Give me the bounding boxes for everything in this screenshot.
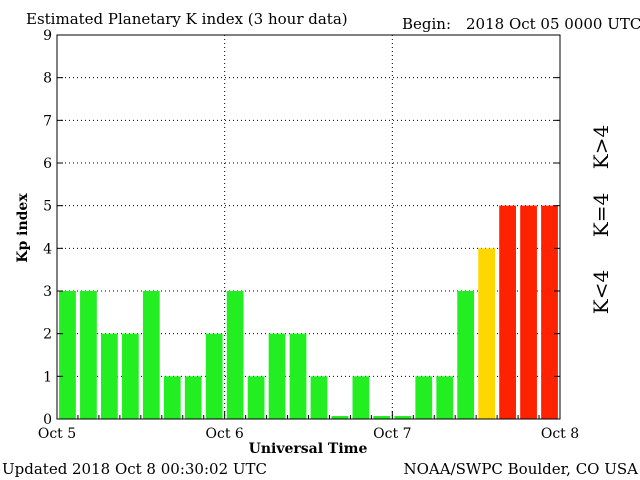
kp-bar [352, 376, 370, 419]
y-tick-label: 4 [43, 241, 52, 257]
legend-k-below-4: K<4 [589, 270, 613, 314]
source-credit: NOAA/SWPC Boulder, CO USA [403, 460, 638, 478]
begin-label: Begin: [402, 15, 451, 33]
y-tick-label: 8 [43, 71, 52, 87]
kp-bar [310, 376, 328, 419]
x-tick-label: Oct 7 [373, 426, 411, 442]
kp-bar [541, 205, 558, 419]
y-tick-label: 6 [43, 156, 52, 172]
kp-bar [520, 205, 537, 419]
kp-bar [373, 416, 391, 419]
x-axis-label: Universal Time [249, 441, 368, 457]
kp-bar [226, 291, 244, 419]
y-tick-label: 5 [43, 199, 52, 215]
y-axis-ticks: 0 1 2 3 4 5 6 7 8 9 [43, 28, 560, 428]
begin-value: 2018 Oct 05 0000 UTC [466, 15, 640, 33]
y-axis-label: Kp index [15, 193, 31, 263]
x-tick-label: Oct 8 [541, 426, 579, 442]
legend-k-above-4: K>4 [589, 125, 613, 169]
kp-bar [121, 333, 139, 419]
x-axis-ticks: Oct 5 Oct 6 Oct 7 Oct 8 [38, 411, 579, 442]
kp-bar [268, 333, 286, 419]
kp-bar [184, 376, 202, 419]
updated-value: 2018 Oct 8 00:30:02 UTC [72, 460, 267, 478]
y-tick-label: 3 [43, 284, 52, 300]
kp-bar [436, 376, 454, 419]
kp-bar [457, 291, 475, 419]
chart-title: Estimated Planetary K index (3 hour data… [26, 10, 348, 28]
kp-bar [80, 291, 97, 419]
bar-series [59, 205, 558, 419]
kp-bar [394, 416, 412, 419]
legend-k-equals-4: K=4 [589, 193, 613, 237]
kp-bar [142, 291, 160, 419]
kp-bar [163, 376, 181, 419]
kp-bar [205, 333, 223, 419]
kp-bar [415, 376, 433, 419]
kp-bar [331, 416, 349, 419]
y-tick-label: 1 [43, 369, 52, 385]
y-tick-label: 2 [43, 327, 52, 343]
x-tick-label: Oct 5 [38, 426, 76, 442]
kp-bar [499, 205, 516, 419]
kp-bar [101, 333, 118, 419]
grid-lines [57, 35, 560, 419]
kp-bar [59, 291, 76, 419]
y-tick-label: 0 [43, 412, 52, 428]
x-tick-label: Oct 6 [206, 426, 244, 442]
kp-bar [247, 376, 265, 419]
kp-bar [478, 248, 496, 419]
y-tick-label: 9 [43, 28, 52, 44]
kp-bar [289, 333, 307, 419]
updated-label: Updated [2, 460, 68, 478]
y-tick-label: 7 [43, 113, 52, 129]
